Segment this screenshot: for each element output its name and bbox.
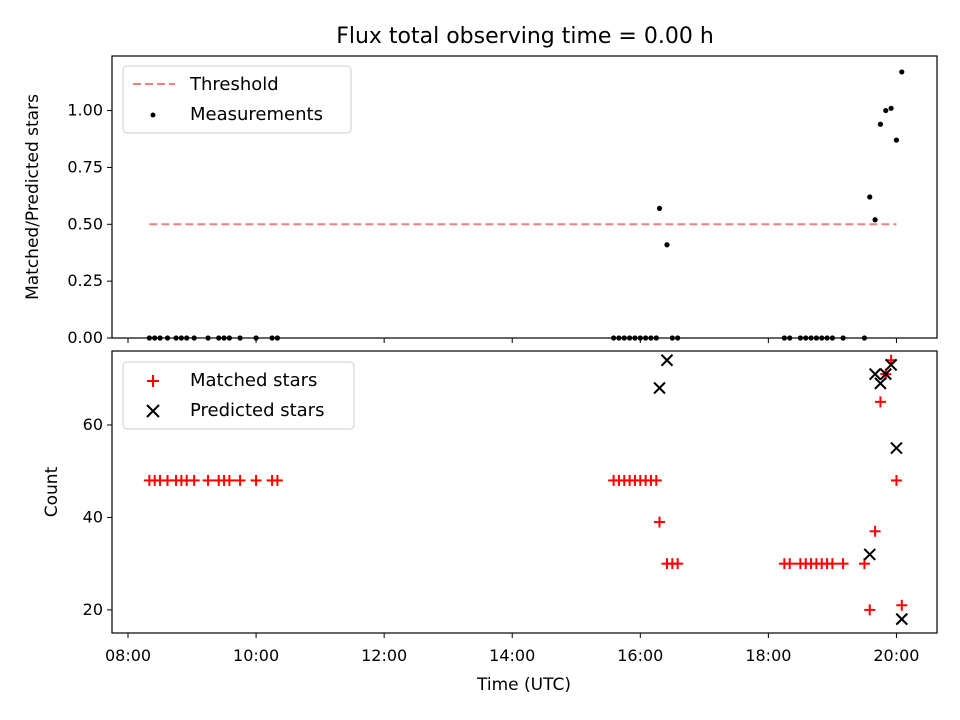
matched-star-point	[874, 396, 886, 408]
legend-predicted-swatch	[146, 404, 160, 418]
measurement-point	[656, 205, 663, 211]
matched-star-point	[650, 474, 662, 486]
predicted-star-point	[879, 367, 892, 381]
predicted-star-point	[863, 548, 876, 561]
matched-star-point	[672, 558, 684, 570]
legend-matched-swatch	[147, 375, 159, 387]
flux-ratio-panel: Flux total observing time = 0.00 h Match…	[23, 24, 938, 347]
top-y-ticks: 0.00 0.25 0.50 0.75 1.00	[67, 101, 112, 347]
bottom-x-tick-label: 12:00	[361, 646, 407, 665]
matched-star-point	[234, 474, 246, 486]
predicted-star-point	[895, 612, 908, 626]
measurement-point	[883, 107, 889, 114]
bottom-x-tick-label: 08:00	[105, 646, 151, 665]
bottom-x-tick-label: 10:00	[233, 646, 279, 665]
legend-matched-label: Matched stars	[190, 370, 317, 391]
top-y-axis-label: Matched/Predicted stars	[23, 94, 43, 300]
bottom-x-ticks: 08:00 10:00 12:00 14:00 16:00 18:00 20:00	[105, 633, 919, 665]
matched-star-point	[837, 558, 849, 570]
predicted-stars-series	[653, 354, 908, 626]
predicted-star-point	[660, 354, 674, 367]
legend-threshold-label: Threshold	[189, 74, 279, 95]
matched-star-point	[250, 474, 262, 486]
matched-stars-series	[143, 354, 908, 616]
bottom-y-tick-label: 40	[83, 507, 103, 526]
top-legend: Threshold Measurements	[122, 65, 352, 134]
matched-star-point	[869, 525, 881, 537]
top-y-tick-label: 0.25	[67, 271, 103, 290]
legend-measurements-label: Measurements	[190, 104, 323, 125]
top-y-tick-label: 0.50	[67, 214, 103, 233]
matched-star-point	[784, 558, 796, 570]
chart-title: Flux total observing time = 0.00 h	[336, 24, 714, 49]
matched-star-point	[654, 516, 666, 528]
measurement-point	[664, 242, 670, 248]
predicted-star-point	[890, 441, 903, 455]
star-count-panel: Count Time (UTC) 20 40 60 08:00 10:00 12:00 1…	[42, 350, 938, 695]
predicted-star-point	[653, 381, 666, 395]
top-x-ticks	[127, 338, 897, 343]
bottom-y-tick-label: 60	[83, 415, 103, 434]
x-axis-label: Time (UTC)	[476, 675, 571, 695]
matched-star-point	[896, 599, 908, 611]
matched-star-point	[223, 474, 235, 486]
measurement-point	[893, 137, 900, 143]
legend-predicted-label: Predicted stars	[190, 400, 324, 421]
measurement-point	[888, 105, 894, 111]
bottom-plot-frame	[111, 350, 938, 634]
legend-measurements-swatch	[150, 112, 156, 118]
bottom-x-tick-label: 18:00	[745, 646, 791, 665]
matched-star-point	[826, 558, 838, 570]
bottom-y-ticks: 20 40 60	[83, 415, 112, 619]
bottom-y-tick-label: 20	[83, 600, 103, 619]
predicted-star-point	[868, 367, 882, 381]
matched-star-point	[188, 474, 200, 486]
top-y-tick-label: 0.00	[67, 328, 103, 347]
top-y-tick-label: 0.75	[67, 157, 103, 176]
measurement-point	[872, 217, 878, 223]
matched-star-point	[890, 474, 902, 486]
bottom-x-tick-label: 20:00	[873, 646, 919, 665]
top-y-tick-label: 1.00	[67, 101, 103, 120]
bottom-legend: Matched stars Predicted stars	[122, 361, 355, 430]
bottom-x-tick-label: 16:00	[617, 646, 663, 665]
bottom-y-axis-label: Count	[42, 466, 62, 517]
measurement-point	[899, 69, 905, 75]
matched-star-point	[271, 474, 283, 486]
matched-star-point	[864, 604, 876, 616]
matched-star-point	[202, 474, 214, 486]
measurement-point	[877, 121, 884, 127]
top-plot-frame	[111, 55, 938, 339]
measurement-point	[867, 194, 873, 200]
bottom-legend-box	[122, 361, 355, 430]
predicted-star-point	[884, 358, 898, 372]
predicted-star-point	[874, 377, 887, 390]
bottom-x-tick-label: 14:00	[489, 646, 535, 665]
top-legend-box	[122, 65, 352, 134]
